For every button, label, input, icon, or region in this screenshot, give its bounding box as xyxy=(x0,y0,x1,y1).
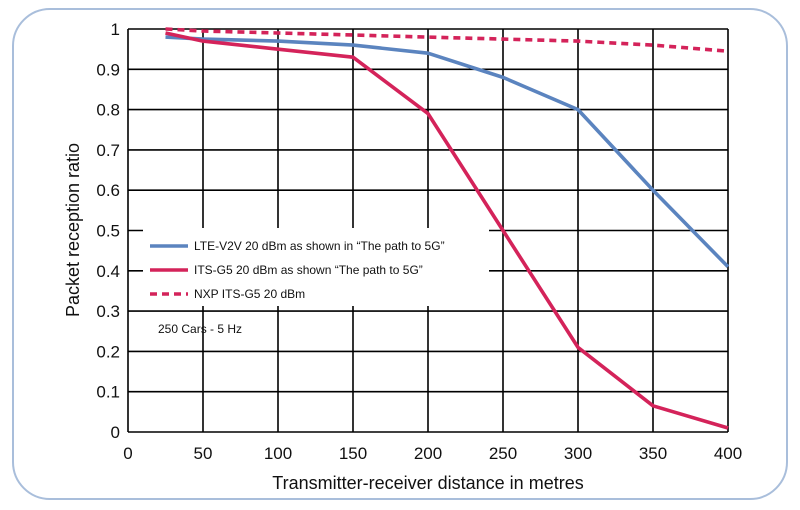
y-tick-label: 1 xyxy=(111,20,120,39)
y-axis-label: Packet reception ratio xyxy=(63,143,83,317)
y-tick-label: 0.6 xyxy=(96,181,120,200)
x-tick-label: 150 xyxy=(339,444,367,463)
series-line xyxy=(165,35,730,269)
x-tick-label: 400 xyxy=(714,444,742,463)
y-tick-label: 0.8 xyxy=(96,101,120,120)
y-tick-label: 0.7 xyxy=(96,141,120,160)
x-tick-label: 300 xyxy=(564,444,592,463)
annotation-text: 250 Cars - 5 Hz xyxy=(158,322,242,336)
y-tick-label: 0.3 xyxy=(96,302,120,321)
legend-label: NXP ITS-G5 20 dBm xyxy=(194,287,305,301)
x-axis-label: Transmitter-receiver distance in metres xyxy=(272,473,583,493)
legend-label: ITS-G5 20 dBm as shown “The path to 5G” xyxy=(194,263,423,277)
y-tick-label: 0.2 xyxy=(96,342,120,361)
y-tick-label: 0.9 xyxy=(96,60,120,79)
series-lines xyxy=(165,27,730,430)
y-tick-label: 0.4 xyxy=(96,262,120,281)
x-tick-label: 0 xyxy=(123,444,132,463)
y-tick-label: 0.5 xyxy=(96,222,120,241)
tick-labels: 0 50 100 150 200 250 300 350 400 0 0.1 0.2 0.3 0.4 0.5… xyxy=(96,20,742,463)
y-tick-label: 0.1 xyxy=(96,383,120,402)
x-tick-label: 350 xyxy=(639,444,667,463)
x-tick-label: 200 xyxy=(414,444,442,463)
x-tick-label: 100 xyxy=(264,444,292,463)
legend-label: LTE-V2V 20 dBm as shown in “The path to … xyxy=(194,239,445,253)
series-line xyxy=(165,27,729,53)
y-tick-label: 0 xyxy=(111,423,120,442)
x-tick-label: 50 xyxy=(194,444,213,463)
x-tick-label: 250 xyxy=(489,444,517,463)
legend-box xyxy=(143,228,489,306)
series-line xyxy=(165,31,729,430)
legend: LTE-V2V 20 dBm as shown in “The path to … xyxy=(143,228,489,306)
